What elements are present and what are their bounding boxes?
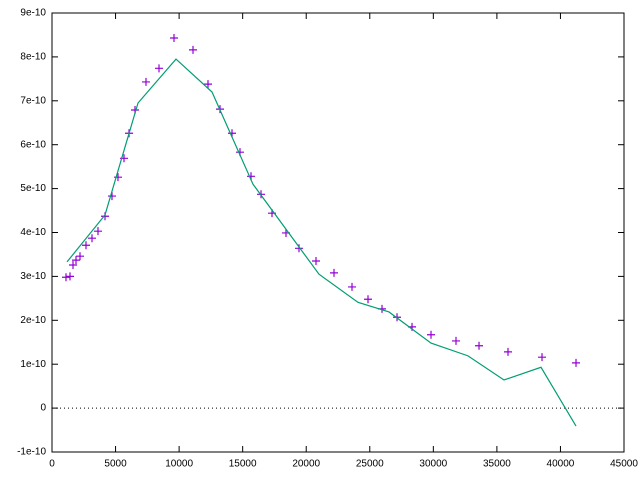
point	[94, 227, 103, 236]
point	[155, 64, 164, 73]
x-tick-label: 45000	[610, 459, 638, 470]
y-tick-label: 4e-10	[20, 227, 46, 238]
point	[364, 295, 373, 304]
y-tick-label: 8e-10	[20, 52, 46, 63]
point	[475, 341, 484, 350]
x-tick-label: 10000	[165, 459, 193, 470]
point	[65, 272, 74, 281]
point	[348, 282, 357, 291]
point	[204, 80, 213, 89]
point	[452, 336, 461, 345]
point	[427, 330, 436, 339]
y-tick-label: 3e-10	[20, 271, 46, 282]
point	[295, 244, 304, 253]
x-tick-label: 15000	[229, 459, 257, 470]
point	[107, 192, 116, 201]
point	[141, 77, 150, 86]
point	[330, 268, 339, 277]
y-tick-label: 9e-10	[20, 8, 46, 19]
point	[170, 34, 179, 43]
x-tick-label: 20000	[292, 459, 320, 470]
point	[312, 257, 321, 266]
point	[88, 234, 97, 243]
point	[68, 260, 77, 269]
x-tick-label: 40000	[547, 459, 575, 470]
y-tick-label: 7e-10	[20, 95, 46, 106]
point	[76, 252, 85, 261]
point	[572, 358, 581, 367]
x-tick-label: 35000	[483, 459, 511, 470]
y-tick-label: 1e-10	[20, 359, 46, 370]
y-tick-label: 2e-10	[20, 315, 46, 326]
x-tick-label: 25000	[356, 459, 384, 470]
y-tick-label: -1e-10	[17, 447, 46, 458]
point	[61, 273, 70, 282]
x-tick-label: 5000	[104, 459, 127, 470]
point	[538, 353, 547, 362]
point	[189, 45, 198, 54]
line	[66, 58, 577, 427]
point	[71, 256, 80, 265]
point	[113, 173, 122, 182]
y-tick-label: 5e-10	[20, 183, 46, 194]
y-tick-label: 6e-10	[20, 139, 46, 150]
x-tick-label: 30000	[419, 459, 447, 470]
y-tick-label: 0	[40, 403, 46, 414]
x-tick-label: 0	[49, 459, 55, 470]
point	[82, 241, 91, 250]
point	[504, 347, 513, 356]
plot-frame	[51, 12, 625, 453]
